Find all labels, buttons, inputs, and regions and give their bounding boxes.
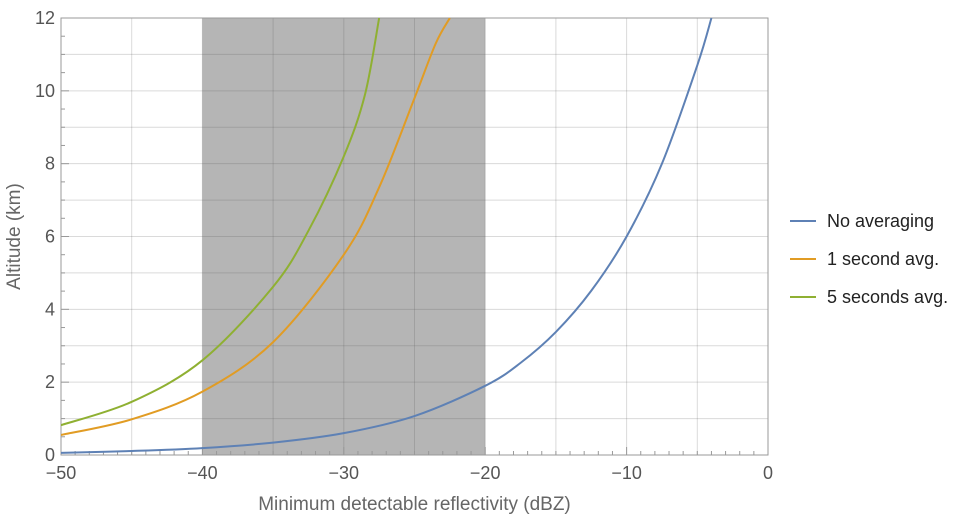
- x-tick-label: −40: [187, 463, 218, 483]
- y-axis-title: Altitude (km): [4, 183, 25, 290]
- x-tick-label: −10: [611, 463, 642, 483]
- grid-layer: [60, 17, 769, 456]
- x-axis-title: Minimum detectable reflectivity (dBZ): [258, 494, 571, 515]
- y-tick-label: 2: [45, 372, 55, 392]
- series-layer: [61, 18, 713, 454]
- y-axis-ticks: 0 2 4 6 8 10 12: [35, 8, 55, 465]
- y-tick-label: 6: [45, 227, 55, 247]
- legend-label: 1 second avg.: [827, 249, 939, 269]
- x-tick-label: −50: [46, 463, 77, 483]
- y-tick-label: 8: [45, 154, 55, 174]
- y-tick-label: 10: [35, 81, 55, 101]
- series-line-no-averaging: [61, 18, 713, 454]
- legend-label: 5 seconds avg.: [827, 287, 948, 307]
- legend-label: No averaging: [827, 211, 934, 231]
- x-axis-ticks: −50 −40 −30 −20 −10 0: [46, 463, 773, 483]
- y-tick-label: 0: [45, 445, 55, 465]
- x-tick-label: 0: [763, 463, 773, 483]
- shaded-region-layer: [202, 18, 486, 455]
- series-line-1-second-avg: [61, 18, 451, 436]
- plot-frame: [60, 17, 769, 456]
- x-tick-label: −30: [329, 463, 360, 483]
- y-tick-label: 12: [35, 8, 55, 28]
- shaded-region: [202, 18, 486, 455]
- legend: No averaging 1 second avg. 5 seconds avg.: [790, 211, 948, 307]
- x-tick-label: −20: [470, 463, 501, 483]
- series-line-5-seconds-avg: [61, 18, 381, 427]
- y-tick-label: 4: [45, 299, 55, 319]
